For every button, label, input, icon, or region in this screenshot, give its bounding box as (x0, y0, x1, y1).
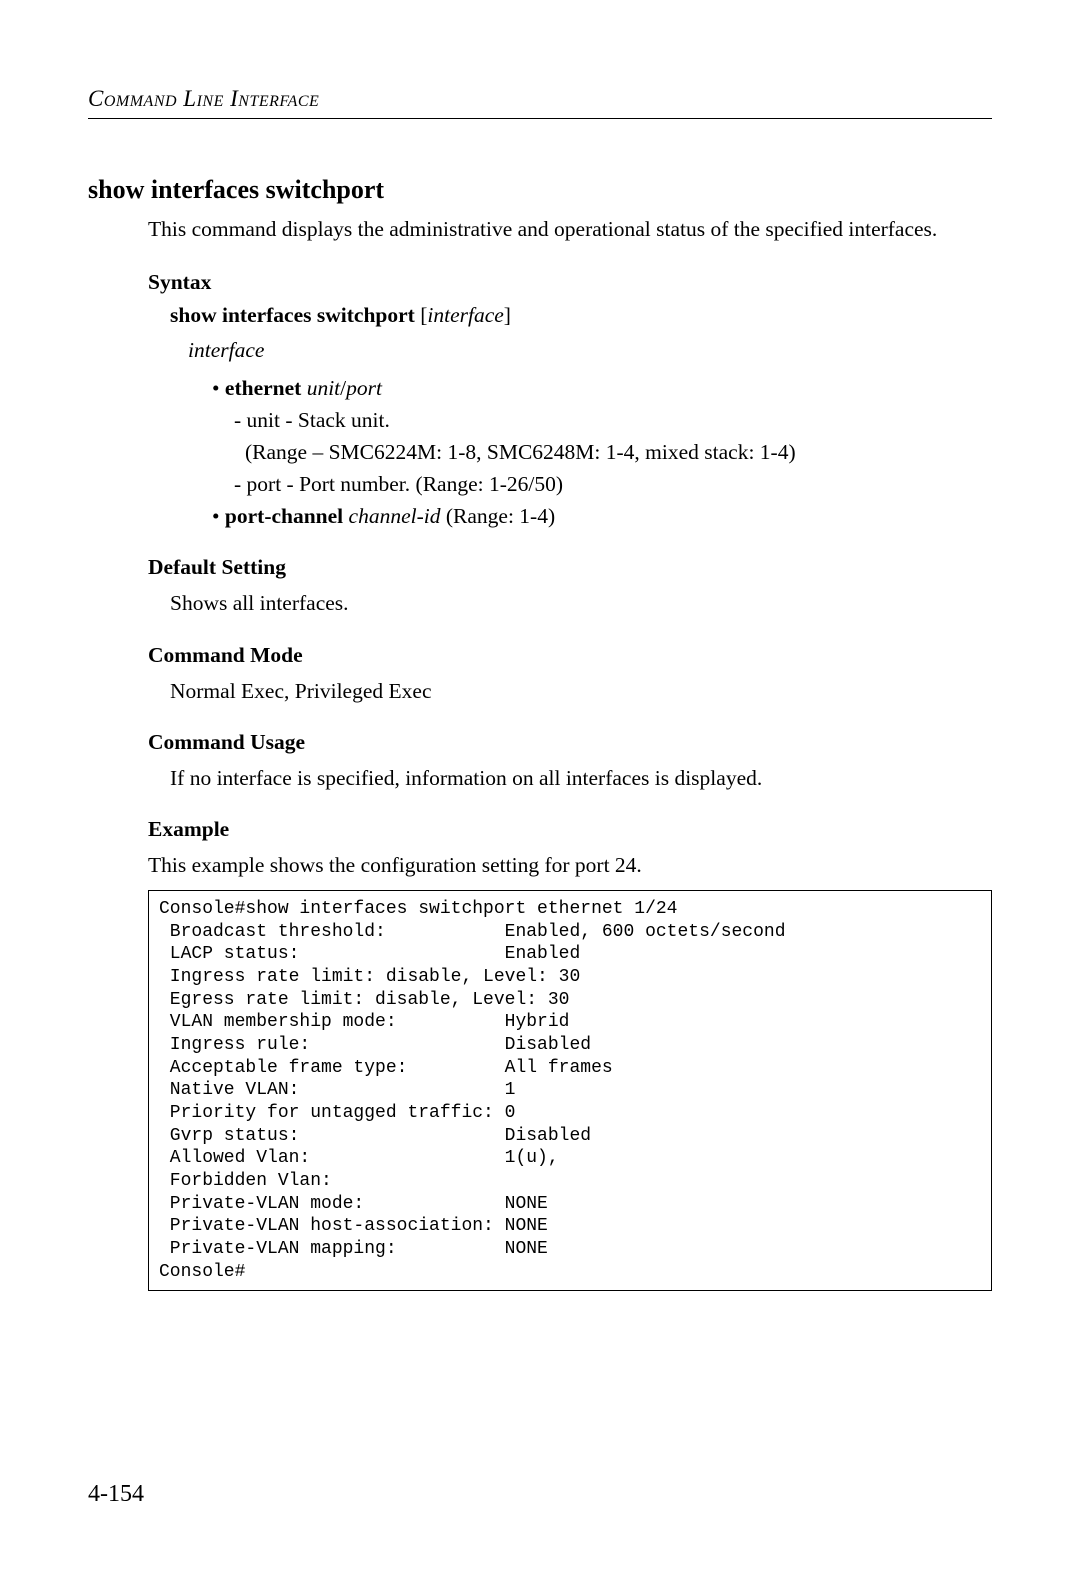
portchannel-rest: (Range: 1-4) (440, 504, 555, 528)
ethernet-bold: ethernet (225, 376, 301, 400)
portchannel-bold: port-channel (225, 504, 343, 528)
portchannel-bullet: • port-channel channel-id (Range: 1-4) (212, 501, 992, 531)
syntax-bracket-close: ] (504, 303, 511, 327)
bullet-marker: • (212, 376, 225, 400)
syntax-heading: Syntax (148, 270, 992, 295)
command-description: This command displays the administrative… (148, 215, 992, 244)
default-setting-text: Shows all interfaces. (170, 588, 992, 618)
ethernet-bullet: • ethernet unit/port (212, 373, 992, 403)
command-mode-heading: Command Mode (148, 643, 992, 668)
ethernet-unit-italic: unit (307, 376, 340, 400)
header-rule (88, 118, 992, 119)
example-intro: This example shows the configuration set… (148, 850, 992, 880)
default-setting-heading: Default Setting (148, 555, 992, 580)
unit-range-line: (Range – SMC6224M: 1-8, SMC6248M: 1-4, m… (245, 437, 992, 467)
command-mode-text: Normal Exec, Privileged Exec (170, 676, 992, 706)
ethernet-port-italic: port (346, 376, 382, 400)
command-title: show interfaces switchport (88, 175, 992, 205)
syntax-command-line: show interfaces switchport [interface] (170, 303, 992, 328)
command-usage-text: If no interface is specified, informatio… (170, 763, 992, 793)
interface-label: interface (188, 338, 992, 363)
command-usage-heading: Command Usage (148, 730, 992, 755)
page-number: 4-154 (88, 1481, 144, 1508)
console-output: Console#show interfaces switchport ether… (148, 890, 992, 1291)
portchannel-italic: channel-id (349, 504, 441, 528)
port-dash-line: - port - Port number. (Range: 1-26/50) (234, 469, 992, 499)
example-heading: Example (148, 817, 992, 842)
syntax-command-param: interface (427, 303, 503, 327)
unit-dash-line: - unit - Stack unit. (234, 405, 992, 435)
syntax-command-bold: show interfaces switchport (170, 303, 415, 327)
page-header-title: Command Line Interface (88, 86, 992, 112)
bullet-marker: • (212, 504, 225, 528)
